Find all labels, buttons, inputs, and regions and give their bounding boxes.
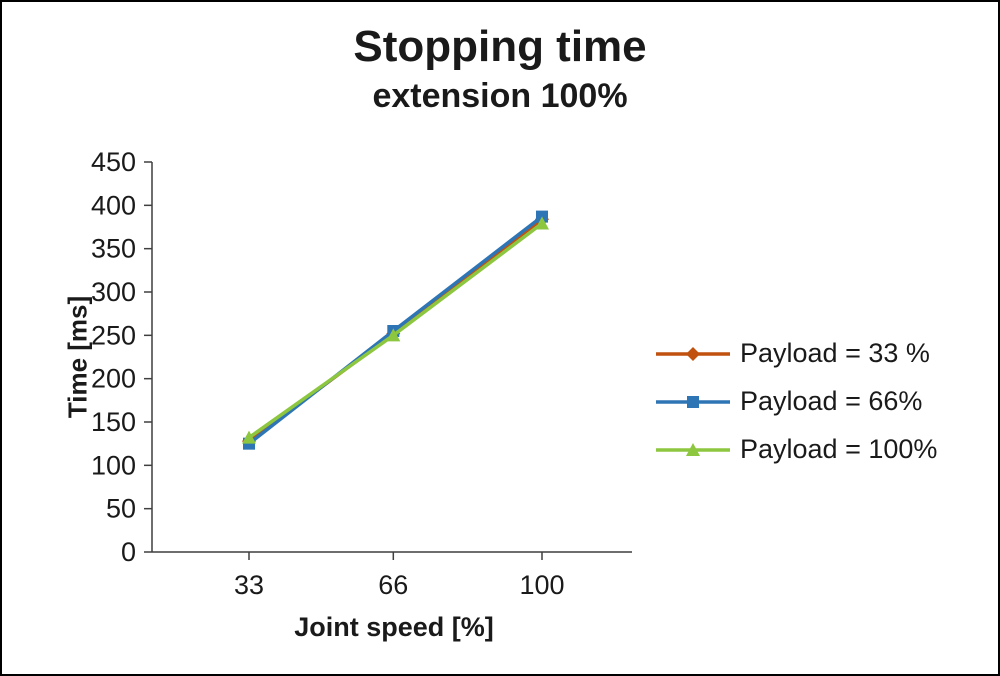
y-tick-label: 0 [121, 537, 136, 567]
marker-triangle [386, 328, 401, 342]
y-tick-label: 200 [91, 364, 136, 394]
y-tick-label: 450 [91, 147, 136, 177]
y-tick-label: 250 [91, 320, 136, 350]
legend-item: Payload = 66% [654, 386, 937, 417]
legend-label: Payload = 100% [740, 434, 938, 464]
chart-title: Stopping time [353, 22, 647, 71]
y-tick-label: 50 [106, 494, 136, 524]
x-tick-label: 66 [378, 570, 408, 600]
chart-subtitle: extension 100% [372, 76, 628, 115]
legend-label: Payload = 33 % [740, 338, 930, 368]
chart-header: Stopping time extension 100% [2, 22, 998, 116]
legend-label: Payload = 66% [740, 386, 923, 416]
y-tick-label: 400 [91, 190, 136, 220]
y-tick-label: 100 [91, 450, 136, 480]
legend-swatch-square-icon [656, 395, 730, 408]
legend-item: Payload = 33 % [654, 338, 937, 369]
x-tick-label: 100 [519, 570, 564, 600]
x-axis-title: Joint speed [%] [294, 612, 494, 642]
legend-item: Payload = 100% [654, 434, 937, 465]
y-axis-title: Time [ms] [62, 295, 93, 419]
legend: Payload = 33 % Payload = 66% Payload = 100… [654, 338, 937, 465]
legend-swatch-diamond-icon [656, 346, 730, 361]
y-tick-label: 150 [91, 407, 136, 437]
x-tick-label: 33 [234, 570, 264, 600]
y-tick-label: 350 [91, 234, 136, 264]
legend-swatch-triangle-icon [656, 442, 730, 456]
marker-triangle [242, 430, 256, 444]
y-tick-label: 300 [91, 277, 136, 307]
marker-triangle [535, 216, 549, 230]
